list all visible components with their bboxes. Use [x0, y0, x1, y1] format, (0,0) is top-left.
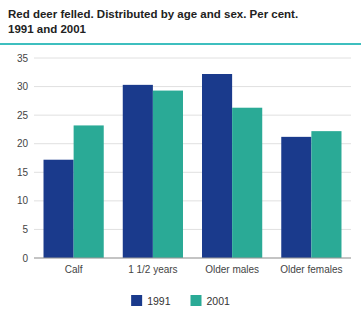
y-tick-label: 10 [17, 195, 29, 206]
chart: Red deer felled. Distributed by age and … [0, 0, 361, 336]
bar [44, 160, 74, 258]
bar [281, 137, 311, 258]
legend-label: 1991 [147, 295, 171, 307]
title-rule [0, 43, 361, 45]
bars [44, 74, 342, 258]
grid-line [34, 258, 351, 259]
grid-line [34, 115, 351, 116]
bar [153, 91, 183, 258]
grid-line [34, 86, 351, 87]
x-tick-label: Older males [205, 264, 259, 275]
y-tick-label: 25 [17, 110, 29, 121]
bar [123, 85, 153, 258]
legend: 1991 2001 [131, 295, 230, 307]
legend-item: 2001 [191, 295, 231, 307]
y-tick-label: 5 [22, 224, 28, 235]
legend-swatch [191, 295, 202, 306]
subtitle: 1991 and 2001 [8, 23, 87, 35]
legend-swatch [131, 295, 142, 306]
y-tick-label: 30 [17, 81, 29, 92]
x-tick-label: 1 1/2 years [128, 264, 177, 275]
bar [232, 108, 262, 258]
legend-item: 1991 [131, 295, 171, 307]
grid-line [34, 58, 351, 59]
y-grid [34, 58, 351, 258]
bar [202, 74, 232, 258]
legend-label: 2001 [207, 295, 231, 307]
x-tick-label: Calf [65, 264, 83, 275]
y-tick-label: 0 [22, 253, 28, 264]
bar [311, 131, 341, 258]
x-axis-line [34, 258, 351, 259]
chart-container: Red deer felled. Distributed by age and … [0, 0, 361, 336]
title: Red deer felled. Distributed by age and … [8, 8, 298, 20]
y-tick-label: 15 [17, 167, 29, 178]
y-tick-label: 35 [17, 53, 29, 64]
bar [74, 125, 104, 258]
y-tick-label: 20 [17, 138, 29, 149]
x-tick-label: Older females [280, 264, 342, 275]
